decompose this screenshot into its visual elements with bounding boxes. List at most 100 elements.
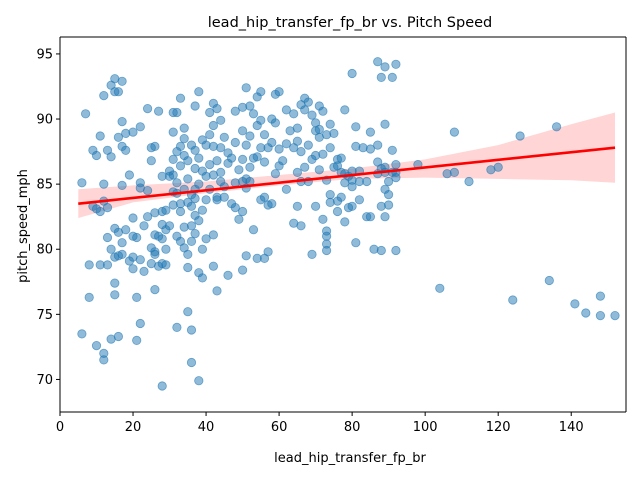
x-tick-label: 140 — [559, 420, 584, 435]
scatter-point — [78, 179, 86, 187]
scatter-point — [545, 276, 553, 284]
scatter-point — [96, 132, 104, 140]
scatter-point — [129, 128, 137, 136]
y-tick-label: 90 — [36, 113, 53, 128]
scatter-point — [217, 168, 225, 176]
scatter-point — [125, 171, 133, 179]
scatter-point — [195, 154, 203, 162]
y-tick-label: 75 — [36, 308, 53, 323]
scatter-point — [187, 326, 195, 334]
scatter-point — [337, 154, 345, 162]
scatter-point — [366, 213, 374, 221]
scatter-point — [195, 377, 203, 385]
scatter-point — [224, 271, 232, 279]
scatter-point — [374, 141, 382, 149]
scatter-point — [363, 177, 371, 185]
scatter-point — [184, 250, 192, 258]
scatter-point — [257, 116, 265, 124]
scatter-point — [198, 274, 206, 282]
scatter-point — [275, 88, 283, 96]
scatter-point — [143, 186, 151, 194]
scatter-point — [311, 202, 319, 210]
scatter-point — [187, 222, 195, 230]
scatter-point — [111, 279, 119, 287]
scatter-point — [392, 246, 400, 254]
scatter-point — [348, 183, 356, 191]
scatter-point — [187, 237, 195, 245]
x-tick-label: 120 — [486, 420, 511, 435]
scatter-point — [162, 261, 170, 269]
scatter-point — [187, 202, 195, 210]
scatter-point — [392, 160, 400, 168]
scatter-point — [509, 296, 517, 304]
scatter-point — [249, 226, 257, 234]
scatter-point — [377, 246, 385, 254]
scatter-point — [118, 117, 126, 125]
x-tick-label: 100 — [413, 420, 438, 435]
scatter-point — [450, 168, 458, 176]
scatter-point — [217, 116, 225, 124]
scatter-point — [92, 341, 100, 349]
scatter-point — [465, 177, 473, 185]
y-tick-label: 70 — [36, 373, 53, 388]
scatter-point — [348, 202, 356, 210]
scatter-point — [220, 133, 228, 141]
scatter-point — [133, 293, 141, 301]
scatter-point — [118, 250, 126, 258]
scatter-point — [191, 229, 199, 237]
scatter-point — [114, 332, 122, 340]
scatter-point — [596, 292, 604, 300]
scatter-point — [220, 193, 228, 201]
scatter-point — [308, 250, 316, 258]
scatter-point — [552, 123, 560, 131]
scatter-point — [100, 356, 108, 364]
scatter-point — [571, 300, 579, 308]
scatter-point — [191, 146, 199, 154]
scatter-point — [315, 166, 323, 174]
scatter-point — [103, 233, 111, 241]
scatter-point — [158, 382, 166, 390]
x-tick-label: 40 — [198, 420, 215, 435]
scatter-point — [133, 233, 141, 241]
scatter-point — [92, 151, 100, 159]
scatter-point — [268, 200, 276, 208]
scatter-point — [319, 150, 327, 158]
scatter-point — [494, 163, 502, 171]
scatter-point — [297, 147, 305, 155]
scatter-point — [333, 207, 341, 215]
scatter-point — [271, 119, 279, 127]
scatter-point — [231, 138, 239, 146]
scatter-point — [176, 162, 184, 170]
scatter-point — [392, 60, 400, 68]
scatter-point — [260, 158, 268, 166]
scatter-point — [337, 193, 345, 201]
scatter-point — [275, 145, 283, 153]
scatter-point — [206, 131, 214, 139]
scatter-point — [611, 311, 619, 319]
scatter-point — [111, 291, 119, 299]
scatter-point — [297, 222, 305, 230]
scatter-point — [129, 214, 137, 222]
scatter-point — [78, 330, 86, 338]
scatter-point — [246, 102, 254, 110]
scatter-point — [129, 265, 137, 273]
scatter-point — [180, 124, 188, 132]
scatter-point — [147, 157, 155, 165]
scatter-point — [238, 127, 246, 135]
scatter-point — [326, 144, 334, 152]
scatter-point — [176, 94, 184, 102]
scatter-point — [227, 154, 235, 162]
scatter-point — [315, 125, 323, 133]
scatter-point — [213, 104, 221, 112]
scatter-point — [103, 203, 111, 211]
scatter-point — [191, 102, 199, 110]
scatter-point — [268, 138, 276, 146]
scatter-point — [176, 207, 184, 215]
scatter-point — [366, 128, 374, 136]
scatter-point — [85, 261, 93, 269]
scatter-point — [209, 121, 217, 129]
scatter-point — [209, 262, 217, 270]
